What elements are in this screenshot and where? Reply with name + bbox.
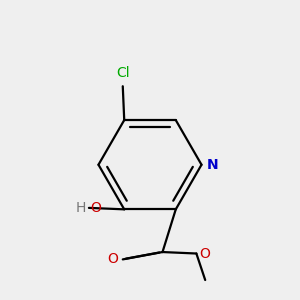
Text: O: O	[90, 201, 101, 215]
Text: Cl: Cl	[116, 66, 130, 80]
Text: O: O	[199, 247, 210, 260]
Text: N: N	[207, 158, 218, 172]
Text: H: H	[76, 201, 86, 215]
Text: O: O	[107, 252, 118, 266]
